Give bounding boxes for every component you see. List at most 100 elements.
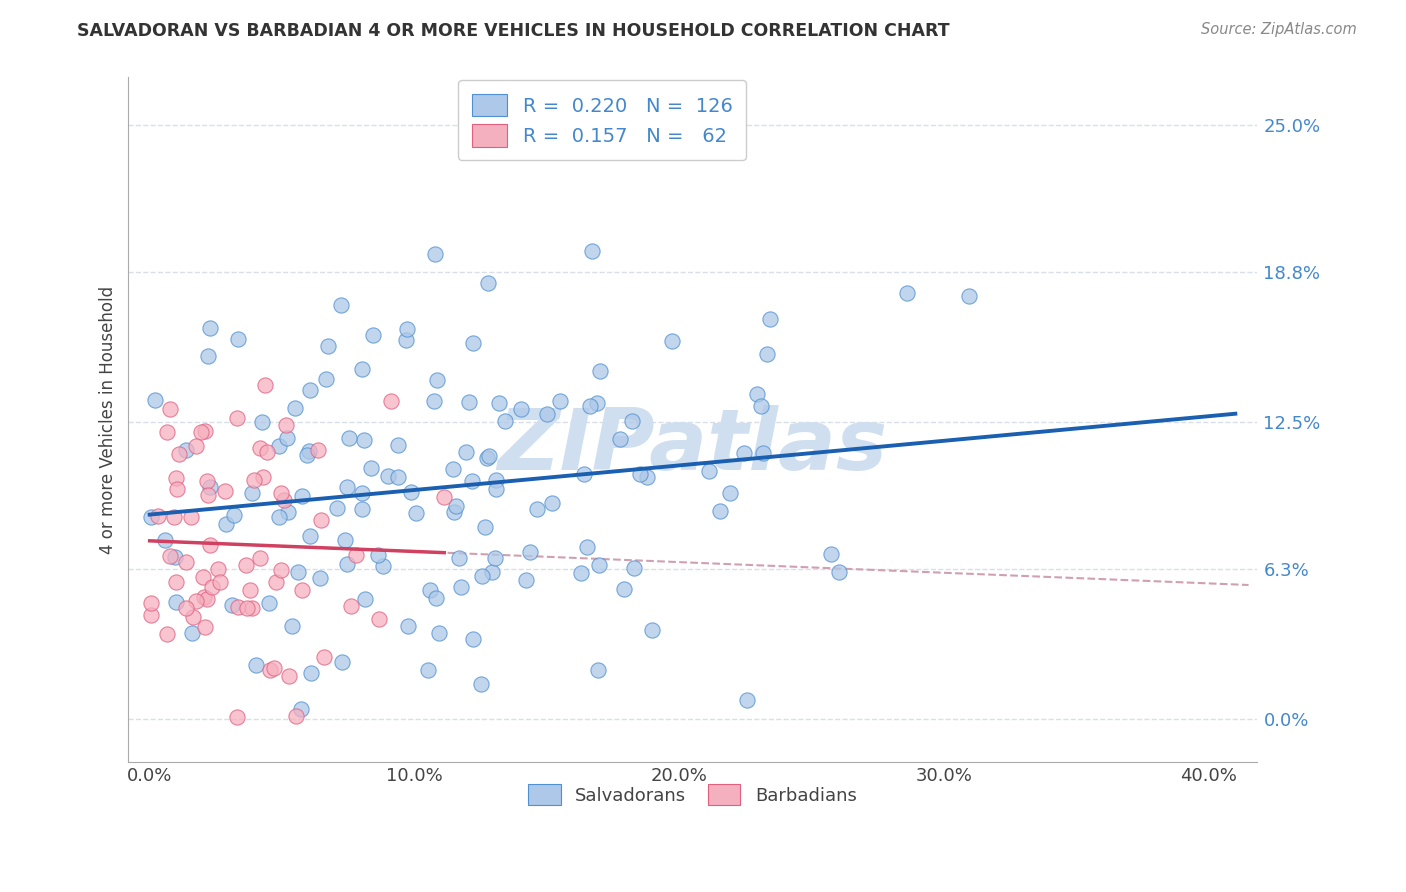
Point — [236, 600, 259, 615]
Point — [485, 482, 508, 496]
Point — [380, 394, 402, 409]
Point — [485, 474, 508, 488]
Point — [141, 509, 163, 524]
Point — [326, 501, 349, 516]
Point — [623, 561, 645, 575]
Point — [165, 575, 187, 590]
Point — [209, 575, 232, 590]
Point — [207, 561, 229, 575]
Point — [461, 632, 484, 646]
Point — [718, 486, 741, 500]
Point — [820, 547, 842, 561]
Point — [510, 401, 533, 416]
Point — [200, 538, 222, 552]
Point — [333, 533, 356, 548]
Point — [278, 669, 301, 683]
Point — [273, 492, 295, 507]
Point — [454, 445, 477, 459]
Point — [308, 571, 330, 585]
Point — [184, 439, 207, 453]
Point — [536, 407, 558, 421]
Point — [752, 446, 775, 460]
Point — [586, 663, 609, 677]
Point — [174, 601, 197, 615]
Point — [360, 461, 382, 475]
Point — [250, 415, 273, 429]
Point — [298, 383, 321, 397]
Point — [183, 610, 205, 624]
Point — [423, 394, 446, 409]
Point — [749, 400, 772, 414]
Point — [401, 485, 423, 500]
Point — [197, 349, 219, 363]
Point — [252, 470, 274, 484]
Point — [276, 431, 298, 445]
Point — [441, 462, 464, 476]
Point — [194, 620, 217, 634]
Point — [316, 339, 339, 353]
Point — [163, 509, 186, 524]
Point — [759, 311, 782, 326]
Point — [361, 327, 384, 342]
Point — [225, 710, 247, 724]
Point — [295, 448, 318, 462]
Point — [214, 483, 236, 498]
Point — [191, 570, 214, 584]
Point — [180, 510, 202, 524]
Point — [458, 395, 481, 409]
Point — [350, 486, 373, 500]
Point — [477, 277, 499, 291]
Point — [299, 666, 322, 681]
Point — [579, 399, 602, 413]
Legend: Salvadorans, Barbadians: Salvadorans, Barbadians — [519, 775, 866, 814]
Point — [291, 583, 314, 598]
Point — [243, 473, 266, 487]
Point — [447, 551, 470, 566]
Point — [155, 533, 177, 548]
Point — [828, 565, 851, 579]
Point — [957, 289, 980, 303]
Point — [373, 559, 395, 574]
Point — [311, 513, 333, 527]
Point — [336, 481, 359, 495]
Point — [337, 431, 360, 445]
Point — [661, 334, 683, 348]
Point — [176, 442, 198, 457]
Point — [470, 676, 492, 690]
Text: Source: ZipAtlas.com: Source: ZipAtlas.com — [1201, 22, 1357, 37]
Point — [166, 483, 188, 497]
Point — [395, 333, 418, 347]
Point — [526, 502, 548, 516]
Point — [398, 619, 420, 633]
Point — [896, 286, 918, 301]
Point — [256, 444, 278, 458]
Point — [755, 347, 778, 361]
Point — [344, 549, 367, 563]
Point — [146, 508, 169, 523]
Point — [165, 595, 187, 609]
Point — [426, 373, 449, 387]
Point — [253, 377, 276, 392]
Point — [193, 590, 215, 604]
Point — [226, 332, 249, 346]
Point — [419, 582, 441, 597]
Point — [290, 489, 312, 503]
Point — [416, 663, 439, 677]
Point — [576, 540, 599, 554]
Point — [641, 624, 664, 638]
Point — [245, 657, 267, 672]
Text: ZIPatlas: ZIPatlas — [498, 406, 887, 489]
Point — [287, 565, 309, 579]
Point — [423, 247, 446, 261]
Point — [226, 410, 249, 425]
Point — [198, 321, 221, 335]
Point — [519, 545, 541, 559]
Point — [221, 598, 243, 612]
Point — [387, 470, 409, 484]
Point — [222, 508, 245, 523]
Point — [156, 627, 179, 641]
Point — [190, 425, 212, 440]
Point — [156, 425, 179, 439]
Point — [588, 364, 610, 378]
Point — [429, 625, 451, 640]
